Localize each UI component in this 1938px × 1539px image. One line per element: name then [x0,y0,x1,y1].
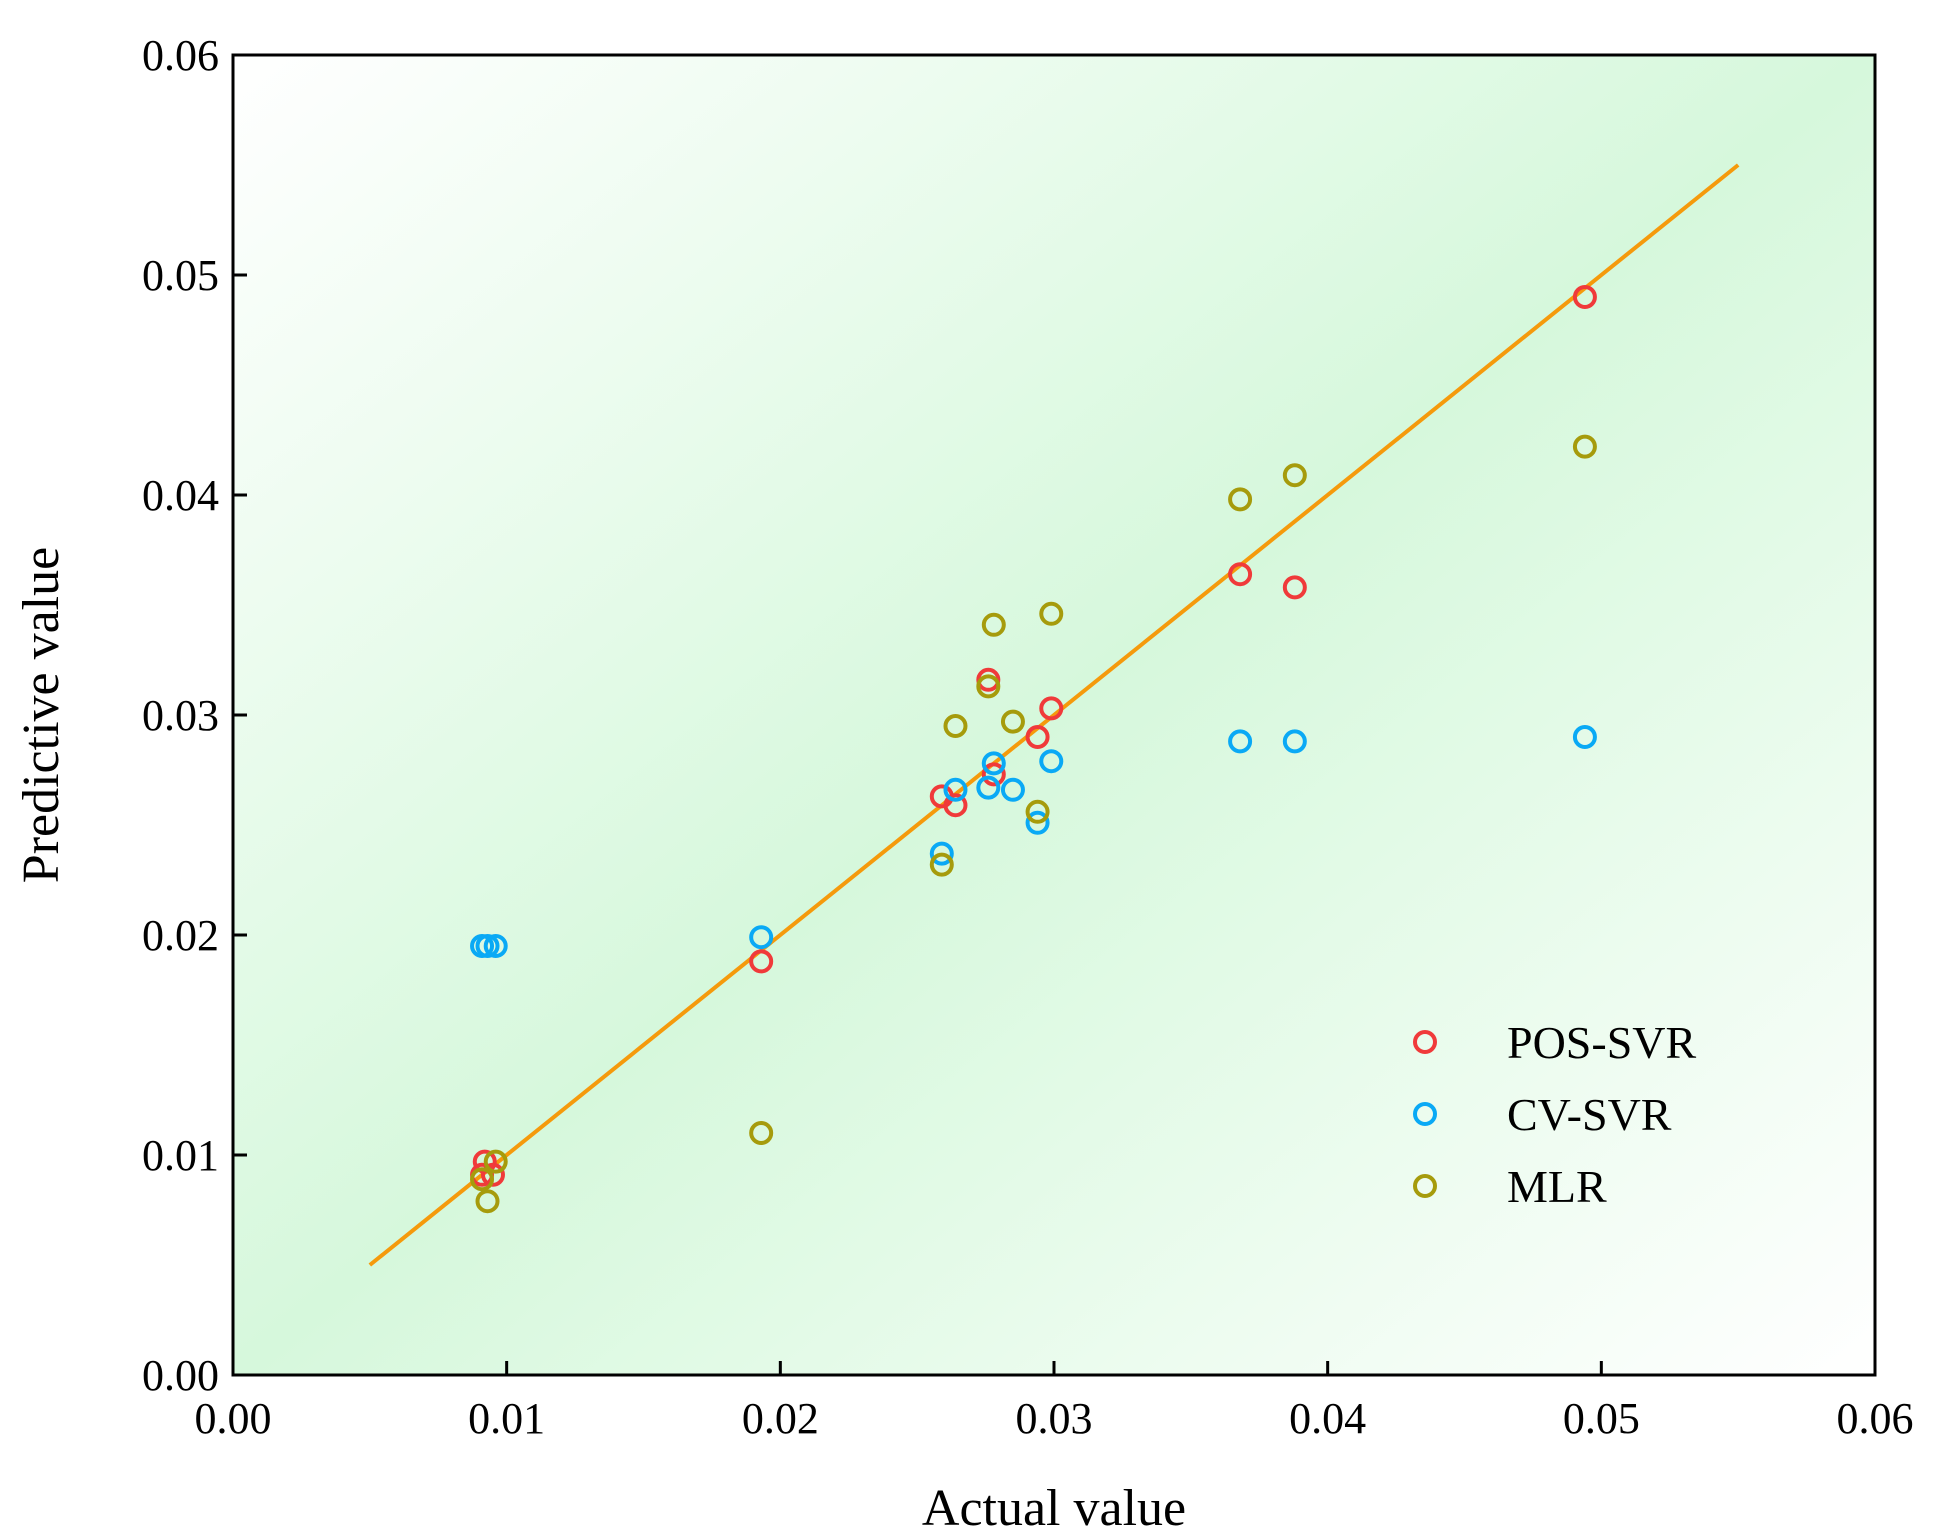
point-cv-svr [1228,729,1253,754]
x-tick-label: 0.00 [195,1394,272,1443]
point-pos-svr [480,1162,505,1187]
point-mlr [475,1189,500,1214]
y-tick-label: 0.05 [142,251,219,300]
y-tick-label: 0.02 [142,911,219,960]
point-cv-svr [1282,729,1307,754]
point-pos-svr [1025,725,1050,749]
point-pos-svr [981,762,1006,787]
point-pos-svr [1228,562,1253,587]
point-cv-svr [749,925,774,950]
point-mlr [470,1167,495,1192]
x-tick-label: 0.01 [468,1394,545,1443]
point-pos-svr [749,949,774,974]
legend-marker-mlr [1413,1174,1437,1198]
y-tick-label: 0.03 [142,691,219,740]
point-cv-svr [943,777,968,802]
point-mlr [749,1121,774,1145]
legend: POS-SVR CV-SVR MLR [1413,1017,1697,1212]
point-cv-svr [1039,749,1064,774]
point-mlr [1025,799,1050,824]
y-tick-label: 0.00 [142,1351,219,1400]
x-tick-label: 0.03 [1016,1394,1093,1443]
point-pos-svr [1282,575,1307,600]
x-tick-label: 0.02 [742,1394,819,1443]
x-tick-label: 0.06 [1837,1394,1914,1443]
legend-marker-pos-svr [1413,1030,1437,1054]
point-cv-svr [981,751,1006,776]
point-mlr [943,714,968,738]
legend-label-mlr: MLR [1507,1161,1607,1212]
x-tick-label: 0.05 [1563,1394,1640,1443]
x-axis-ticks: 0.00 0.01 0.02 0.03 0.04 0.05 0.06 [195,1361,1914,1443]
legend-label-pos-svr: POS-SVR [1507,1017,1697,1068]
point-cv-svr [1025,810,1050,835]
x-axis-title: Actual value [922,1480,1186,1537]
data-points [470,285,1597,1214]
legend-marker-cv-svr [1413,1102,1437,1126]
point-mlr [1039,601,1064,626]
x-tick-label: 0.04 [1289,1394,1366,1443]
point-pos-svr [943,793,968,818]
point-cv-svr [483,934,508,958]
point-mlr [1282,463,1307,488]
y-tick-label: 0.04 [142,471,219,520]
legend-label-cv-svr: CV-SVR [1507,1089,1672,1140]
y-axis-ticks: 0.00 0.01 0.02 0.03 0.04 0.05 0.06 [142,31,247,1400]
point-mlr [1572,434,1597,459]
reference-line-group [368,163,1740,1267]
point-pos-svr [1572,285,1597,309]
point-mlr [483,1149,508,1174]
point-cv-svr [976,775,1001,800]
point-pos-svr [1039,696,1064,721]
point-mlr [1228,487,1253,512]
point-cv-svr [929,841,954,866]
point-cv-svr [1000,777,1025,802]
y-axis-title: Predictive value [13,547,70,883]
reference-line [368,163,1740,1267]
series-cv-svr [470,725,1597,958]
point-mlr [1000,709,1025,734]
point-cv-svr [475,934,500,958]
series-mlr [470,434,1597,1214]
y-tick-label: 0.06 [142,31,219,80]
point-mlr [976,674,1001,699]
point-cv-svr [1572,725,1597,749]
point-mlr [929,852,954,877]
point-mlr [981,612,1006,637]
y-tick-label: 0.01 [142,1131,219,1180]
